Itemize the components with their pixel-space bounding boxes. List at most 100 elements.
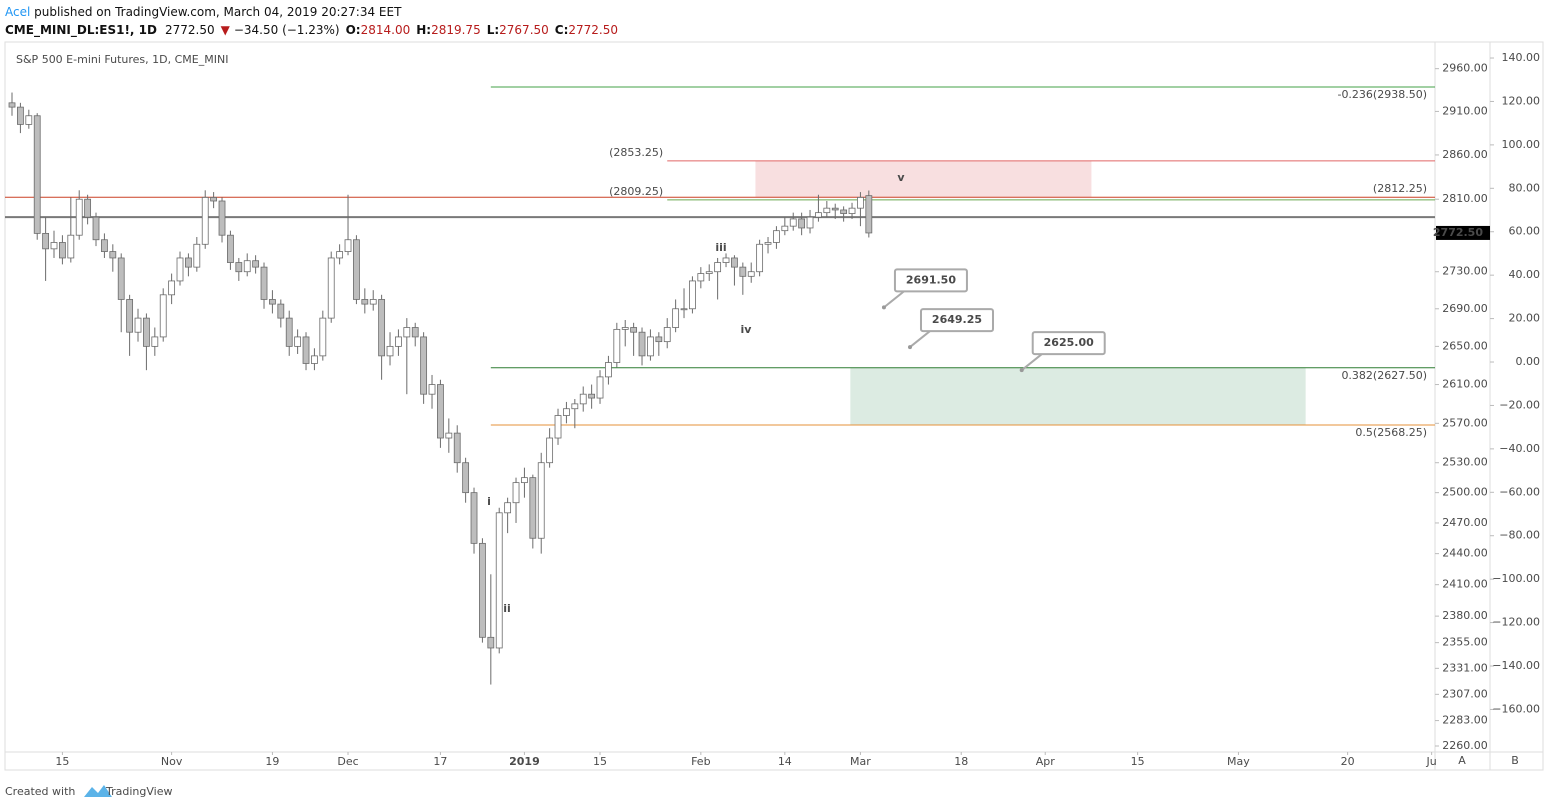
candle-body bbox=[302, 336, 310, 364]
y-tick-label: 2331.00 bbox=[1442, 661, 1488, 674]
candle-body bbox=[806, 216, 814, 229]
publish-line: Acel published on TradingView.com, March… bbox=[5, 5, 402, 19]
candle-body bbox=[84, 198, 92, 218]
candle-body bbox=[789, 218, 797, 227]
ohlc-key: L: bbox=[487, 23, 499, 37]
symbol: CME_MINI_DL:ES1!, 1D bbox=[5, 23, 157, 38]
ohlc: O:2814.00 H:2819.75 L:2767.50 C:2772.50 bbox=[346, 23, 618, 37]
candle-body bbox=[361, 299, 369, 305]
candle-body bbox=[311, 355, 318, 364]
candle-body bbox=[67, 234, 75, 259]
level-label: 0.5(2568.25) bbox=[1355, 426, 1427, 439]
candle-body bbox=[680, 308, 688, 311]
candle-body bbox=[470, 492, 478, 544]
ohlc-key: C: bbox=[555, 23, 569, 37]
candle-body bbox=[243, 260, 251, 273]
y-tick-label: 2650.00 bbox=[1442, 339, 1488, 352]
candle-body bbox=[756, 243, 764, 273]
y2-tick-label: 0.00 bbox=[1516, 355, 1541, 368]
y2-tick-label: 80.00 bbox=[1509, 181, 1541, 194]
callout-box bbox=[919, 308, 994, 333]
candle-body bbox=[437, 384, 444, 439]
y2-tick-label: 20.00 bbox=[1509, 312, 1541, 325]
candle-body bbox=[260, 266, 268, 300]
candle-body bbox=[59, 242, 66, 259]
candle-body bbox=[353, 239, 360, 300]
y2-tick-label: −80.00 bbox=[1499, 529, 1540, 542]
candle-body bbox=[521, 477, 528, 484]
callout-pointer bbox=[909, 330, 931, 348]
brand[interactable]: TradingView bbox=[105, 785, 172, 798]
x-tick-label: 17 bbox=[433, 755, 447, 768]
x-tick-label: 15 bbox=[55, 755, 69, 768]
candle-body bbox=[554, 415, 562, 439]
x-tick-label: 15 bbox=[593, 755, 607, 768]
axis-button[interactable]: B bbox=[1511, 754, 1519, 767]
y2-tick-label: −140.00 bbox=[1492, 659, 1540, 672]
candle-body bbox=[848, 207, 856, 214]
last-price-label: 2772.50 bbox=[1433, 226, 1483, 239]
zone bbox=[850, 367, 1306, 426]
author[interactable]: Acel bbox=[5, 5, 30, 19]
candle-body bbox=[344, 239, 352, 252]
candle-body bbox=[420, 336, 428, 395]
x-tick-label: Dec bbox=[337, 755, 358, 768]
candle-body bbox=[126, 299, 134, 333]
y2-tick-label: −60.00 bbox=[1499, 485, 1540, 498]
y-tick-label: 2380.00 bbox=[1442, 609, 1488, 622]
candle-body bbox=[33, 115, 41, 234]
candle-body bbox=[747, 271, 755, 277]
candle-body bbox=[512, 482, 520, 504]
candle-body bbox=[655, 336, 663, 343]
plot: -0.236(2938.50) (2853.25) (2812.25) (2809.2… bbox=[5, 51, 1540, 768]
candle-body bbox=[588, 393, 596, 399]
level-label: (2812.25) bbox=[1373, 182, 1427, 195]
y-tick-label: 2500.00 bbox=[1442, 486, 1488, 499]
y-tick-label: 2410.00 bbox=[1442, 578, 1488, 591]
x-tick-label: 18 bbox=[954, 755, 968, 768]
x-tick-label: 20 bbox=[1341, 755, 1355, 768]
logo bbox=[84, 785, 112, 797]
y-tick-label: 2730.00 bbox=[1442, 265, 1488, 278]
y-tick-label: 2960.00 bbox=[1442, 62, 1488, 75]
y2-tick-label: 120.00 bbox=[1502, 94, 1541, 107]
candle-body bbox=[168, 280, 176, 296]
x-tick-label: 14 bbox=[778, 755, 792, 768]
x-tick-label: Ju bbox=[1426, 755, 1437, 768]
candle-body bbox=[428, 384, 436, 395]
candle-body bbox=[638, 331, 646, 357]
level-label: -0.236(2938.50) bbox=[1337, 88, 1427, 101]
candle-body bbox=[285, 317, 293, 347]
y2-tick-label: 40.00 bbox=[1509, 268, 1541, 281]
candle-body bbox=[462, 462, 470, 494]
y2-tick-label: 100.00 bbox=[1502, 138, 1541, 151]
y-tick-label: 2307.00 bbox=[1442, 687, 1488, 700]
ohlc-key: H: bbox=[416, 23, 431, 37]
ohlc-value: 2814.00 bbox=[361, 23, 411, 37]
candle-body bbox=[705, 271, 713, 274]
candle-body bbox=[8, 102, 16, 108]
axis-button[interactable]: A bbox=[1458, 754, 1466, 767]
y-tick-label: 2470.00 bbox=[1442, 516, 1488, 529]
y-tick-label: 2610.00 bbox=[1442, 378, 1488, 391]
candle-body bbox=[579, 393, 587, 405]
candle-body bbox=[269, 299, 276, 305]
wave-label: i bbox=[487, 495, 491, 508]
candle-body bbox=[185, 257, 192, 268]
candle-body bbox=[621, 327, 629, 330]
x-tick-label: Feb bbox=[691, 755, 710, 768]
candle-body bbox=[411, 327, 419, 338]
candle-body bbox=[386, 345, 394, 357]
x-tick-label: 2019 bbox=[509, 755, 540, 768]
candle-body bbox=[663, 327, 671, 343]
chart-title: S&P 500 E-mini Futures, 1D, CME_MINI bbox=[16, 53, 228, 66]
candle-body bbox=[395, 336, 402, 347]
x-tick-label: Nov bbox=[161, 755, 183, 768]
callout-label: 2691.50 bbox=[906, 273, 956, 286]
candle-body bbox=[151, 336, 159, 347]
callout-label: 2649.25 bbox=[932, 313, 982, 326]
x-tick-label: 15 bbox=[1131, 755, 1145, 768]
ohlc-value: 2767.50 bbox=[499, 23, 549, 37]
candle-body bbox=[563, 408, 570, 416]
